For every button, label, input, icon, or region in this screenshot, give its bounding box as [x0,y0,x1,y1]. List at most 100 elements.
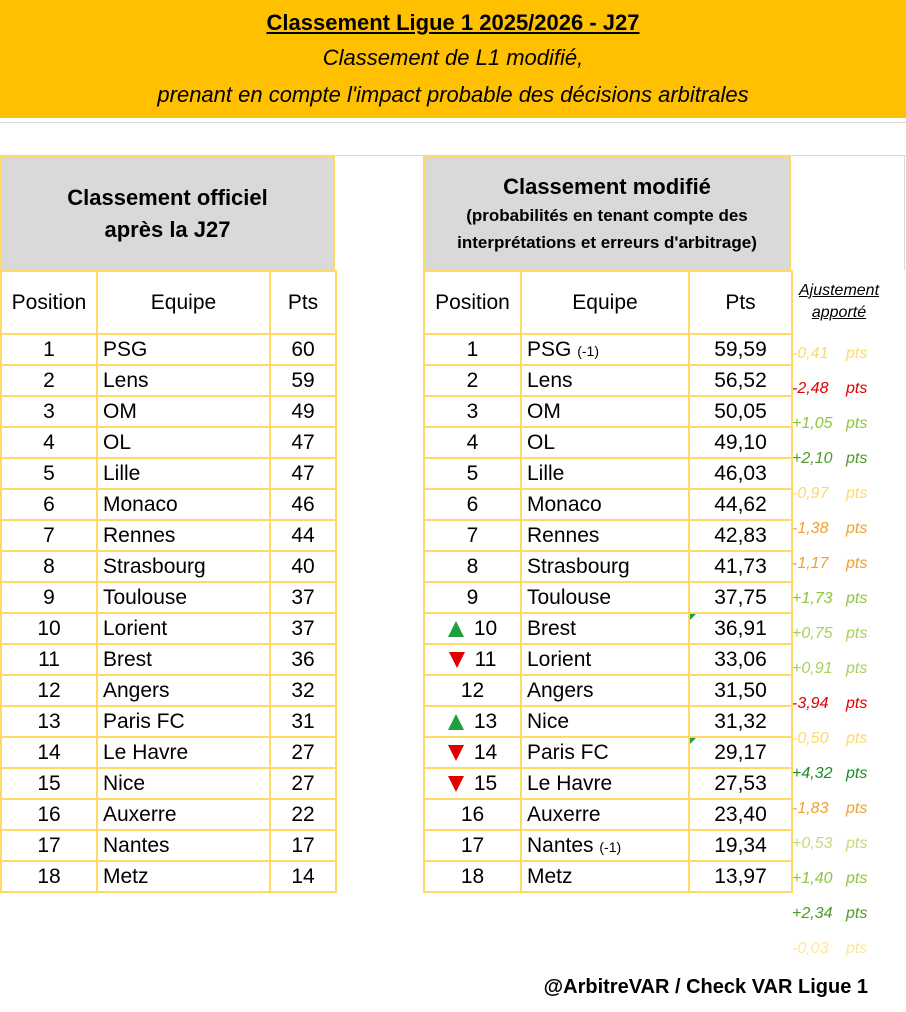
points-cell: 42,83 [688,519,793,552]
position-wrap: 6 [430,493,515,517]
points-cell: 33,06 [688,643,793,676]
adjustment-value: +2,34 pts [792,899,902,934]
table-row: 8 Strasbourg 40 [0,550,337,583]
adjustment-value: +4,32 pts [792,759,902,794]
adjustment-unit: pts [846,940,868,957]
adjustment-number: -2,48 [792,380,829,397]
team-cell: Monaco [520,488,690,521]
team-cell: Lens [96,364,271,397]
adjustment-value: -3,94 pts [792,689,902,724]
table-row: 9 Toulouse 37 [0,581,337,614]
adjustment-header: Ajustement apporté [792,280,886,324]
arrow-down-icon [448,651,465,668]
points-cell: 46 [269,488,337,521]
position-cell: 17 [0,829,98,862]
team-cell: Toulouse [520,581,690,614]
points-cell: 31,32 [688,705,793,738]
team-name: Le Havre [527,771,613,795]
footer-credit: @ArbitreVAR / Check VAR Ligue 1 [543,976,868,998]
points-cell: 27 [269,736,337,769]
points-cell: 49 [269,395,337,428]
position-cell: 6 [423,488,522,521]
position-number: 11 [474,647,497,671]
official-title-line1: Classement officiel [67,184,268,210]
points-cell: 41,73 [688,550,793,583]
position-wrap: 16 [430,803,515,827]
position-cell: 7 [0,519,98,552]
team-cell: PSG (-1) [520,333,690,366]
team-cell: Auxerre [520,798,690,831]
table-row: 13 Paris FC 31 [0,705,337,738]
subtitle-line-1: Classement de L1 modifié, [322,45,584,70]
points-cell: 14 [269,860,337,893]
adjustment-value: +1,73 pts [792,584,902,619]
table-row: 7 Rennes 44 [0,519,337,552]
position-cell: 16 [0,798,98,831]
team-name: Monaco [527,492,602,516]
position-cell: 2 [0,364,98,397]
table-row: 14 Le Havre 27 [0,736,337,769]
team-name: Nantes [527,833,594,857]
position-cell: 1 [0,333,98,366]
position-wrap: 8 [430,555,515,579]
adjustment-unit: pts [846,380,868,397]
table-row: 2 Lens 56,52 [423,364,793,397]
table-row: 15 Nice 27 [0,767,337,800]
team-name: Lille [527,461,565,485]
position-cell: 11 [423,643,522,676]
adjustment-unit: pts [846,765,868,782]
subtitle-line-2: prenant en compte l'impact probable des … [157,82,749,107]
team-cell: Lens [520,364,690,397]
points-cell: 49,10 [688,426,793,459]
col-pts-header: Pts [688,270,793,335]
position-number: 14 [473,740,498,764]
position-number: 1 [466,337,479,361]
position-wrap: 3 [430,400,515,424]
table-row: 13 Nice 31,32 [423,705,793,738]
adjustment-column: -0,41 pts -2,48 pts +1,05 pts +2,10 pts -0,97 pts… [792,339,902,969]
points-cell: 29,17 [688,736,793,769]
team-cell: Lorient [520,643,690,676]
team-cell: Rennes [96,519,271,552]
adjustment-unit: pts [846,625,868,642]
points-cell: 59,59 [688,333,793,366]
adjustment-unit: pts [846,590,868,607]
table-row: 5 Lille 47 [0,457,337,490]
position-number: 12 [460,678,485,702]
position-cell: 1 [423,333,522,366]
table-row: 10 Brest 36,91 [423,612,793,645]
modified-title-line1: Classement modifié [503,173,711,199]
team-cell: Monaco [96,488,271,521]
position-wrap: 13 [430,710,515,734]
position-cell: 11 [0,643,98,676]
team-cell: OM [520,395,690,428]
table-row: 16 Auxerre 23,40 [423,798,793,831]
adjustment-number: -0,50 [792,730,829,747]
team-name: Strasbourg [527,554,630,578]
table-row: 12 Angers 31,50 [423,674,793,707]
adjustment-number: -1,38 [792,520,829,537]
table-row: 7 Rennes 42,83 [423,519,793,552]
adjustment-number: +1,73 [792,590,833,607]
position-cell: 12 [423,674,522,707]
team-cell: Le Havre [96,736,271,769]
position-cell: 14 [0,736,98,769]
position-cell: 9 [0,581,98,614]
position-number: 18 [460,864,485,888]
position-wrap: 14 [430,741,515,765]
official-title-line2: après la J27 [104,216,231,242]
adjustment-unit: pts [846,520,868,537]
position-wrap: 17 [430,834,515,858]
position-cell: 17 [423,829,522,862]
points-cell: 59 [269,364,337,397]
position-cell: 9 [423,581,522,614]
position-wrap: 15 [430,772,515,796]
position-cell: 14 [423,736,522,769]
team-cell: Auxerre [96,798,271,831]
adjustment-unit: pts [846,905,868,922]
team-cell: Paris FC [96,705,271,738]
adjustment-unit: pts [846,730,868,747]
modified-title-line2: (probabilités en tenant compte des [466,205,748,225]
arrow-down-icon [447,775,464,792]
arrow-up-icon [447,620,464,637]
